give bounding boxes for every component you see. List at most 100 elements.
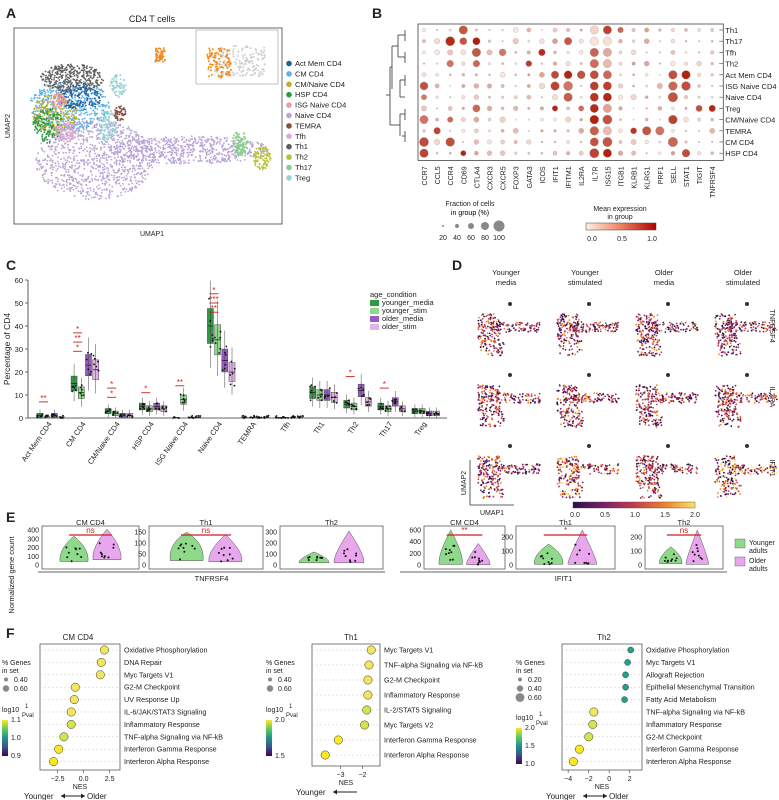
feature-point <box>493 320 495 323</box>
inset-point <box>226 49 229 52</box>
umap-point <box>45 163 48 165</box>
umap-point <box>86 177 89 180</box>
umap2-label: UMAP2 <box>5 114 12 138</box>
umap-point <box>70 108 73 111</box>
umap-point <box>237 143 240 145</box>
umap-point <box>100 112 103 115</box>
dot <box>553 117 557 122</box>
umap-point <box>233 134 236 137</box>
umap-point <box>88 103 91 106</box>
umap-point <box>133 173 136 176</box>
umap-point <box>240 137 243 140</box>
umap-point <box>78 127 81 129</box>
umap-point <box>182 141 185 144</box>
umap-point <box>150 145 152 148</box>
feature-point <box>526 322 529 325</box>
umap-point <box>97 101 99 103</box>
umap-point <box>115 163 118 166</box>
data-point <box>334 396 337 399</box>
feature-point <box>527 330 530 333</box>
umap-point <box>119 91 122 93</box>
umap-point <box>184 145 187 148</box>
umap-point <box>177 140 180 142</box>
data-point <box>369 398 372 401</box>
inset-point <box>257 58 260 61</box>
umap-point <box>114 117 117 120</box>
colorbar-tick: 0.0 <box>587 236 597 243</box>
umap-point <box>74 185 76 187</box>
umap-point <box>111 130 114 133</box>
umap-point <box>221 146 224 148</box>
umap-point <box>131 182 134 185</box>
umap-point <box>46 156 49 158</box>
umap-point <box>41 127 43 130</box>
umap-point <box>103 143 106 145</box>
inset-point <box>260 53 263 56</box>
umap-point <box>228 156 230 159</box>
umap-point <box>60 174 63 177</box>
umap-point <box>102 143 104 146</box>
data-point <box>331 396 333 399</box>
legend-label: Naive CD4 <box>295 111 331 120</box>
umap-point <box>154 139 157 142</box>
dot <box>419 137 429 147</box>
umap-point <box>86 187 89 190</box>
umap-point <box>123 84 126 86</box>
umap-point <box>233 142 236 144</box>
umap-point <box>109 145 112 148</box>
umap-point <box>73 115 76 117</box>
umap-point <box>111 133 114 136</box>
dot <box>658 73 661 76</box>
umap-point <box>75 109 78 112</box>
dot <box>710 62 714 66</box>
umap-point <box>144 147 147 150</box>
umap-point <box>65 151 67 154</box>
umap-point <box>90 117 93 120</box>
feature-point <box>485 327 488 330</box>
umap-point <box>127 156 130 159</box>
data-point <box>131 416 134 419</box>
umap-point <box>93 71 96 73</box>
umap-point <box>61 144 63 147</box>
umap-point <box>71 97 74 100</box>
umap-point <box>250 146 253 149</box>
umap-point <box>94 107 97 110</box>
umap-point <box>114 172 117 174</box>
umap-point <box>135 164 138 167</box>
umap-point <box>120 156 122 158</box>
data-point <box>219 330 222 333</box>
umap-point <box>103 157 106 160</box>
umap-point <box>78 91 80 94</box>
dot <box>645 73 649 77</box>
umap-point <box>62 164 65 167</box>
umap-point <box>137 153 140 156</box>
feature-point <box>537 326 540 329</box>
cluster-label: Th2 <box>725 60 738 69</box>
umap-point <box>76 102 78 105</box>
umap-point <box>98 88 100 91</box>
umap-point <box>91 144 94 147</box>
umap-point <box>162 55 165 58</box>
dot <box>657 106 662 111</box>
umap-point <box>90 171 92 173</box>
gene-label: STAT1 <box>684 166 691 187</box>
umap-point <box>127 171 130 173</box>
umap-point <box>85 191 88 194</box>
dot <box>472 60 480 68</box>
umap-point <box>98 84 101 86</box>
umap-point <box>155 49 157 52</box>
data-point <box>120 415 123 418</box>
umap-point <box>52 118 54 121</box>
dot <box>419 115 429 124</box>
sig-marker: ** <box>40 394 46 403</box>
dot <box>501 62 504 65</box>
umap-point <box>80 88 82 91</box>
umap-point <box>80 160 83 162</box>
gene-label: CTLA4 <box>474 166 481 188</box>
size-legend-title: Fraction of cells <box>445 201 495 208</box>
gene-label: PRF1 <box>658 166 665 184</box>
umap-point <box>122 188 124 191</box>
umap-point <box>42 97 45 100</box>
dot <box>434 83 440 89</box>
umap-point <box>92 88 94 91</box>
